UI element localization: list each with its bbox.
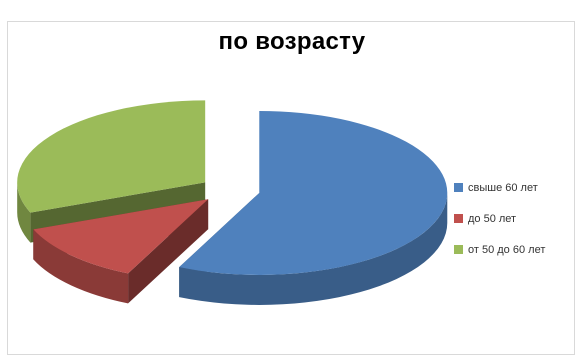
pie-slice-rim [179,192,448,305]
pie-slice-rim [17,182,31,243]
legend-label: от 50 до 60 лет [468,243,546,256]
chart-legend: свыше 60 лет до 50 лет от 50 до 60 лет [454,172,545,265]
legend-item: до 50 лет [454,203,545,234]
legend-item: свыше 60 лет [454,172,545,203]
legend-swatch [454,245,463,254]
pie-slice [33,199,209,304]
pie-slice-top [17,100,206,213]
pie-slice-top [33,199,209,274]
legend-label: до 50 лет [468,212,517,225]
legend-swatch [454,214,463,223]
legend-label: свыше 60 лет [468,181,538,194]
pie-slice [179,110,448,305]
pie-slice-rim [33,229,129,304]
chart-title: по возрасту [218,28,366,55]
legend-item: от 50 до 60 лет [454,234,545,265]
legend-swatch [454,183,463,192]
pie-slice-top [179,110,448,275]
